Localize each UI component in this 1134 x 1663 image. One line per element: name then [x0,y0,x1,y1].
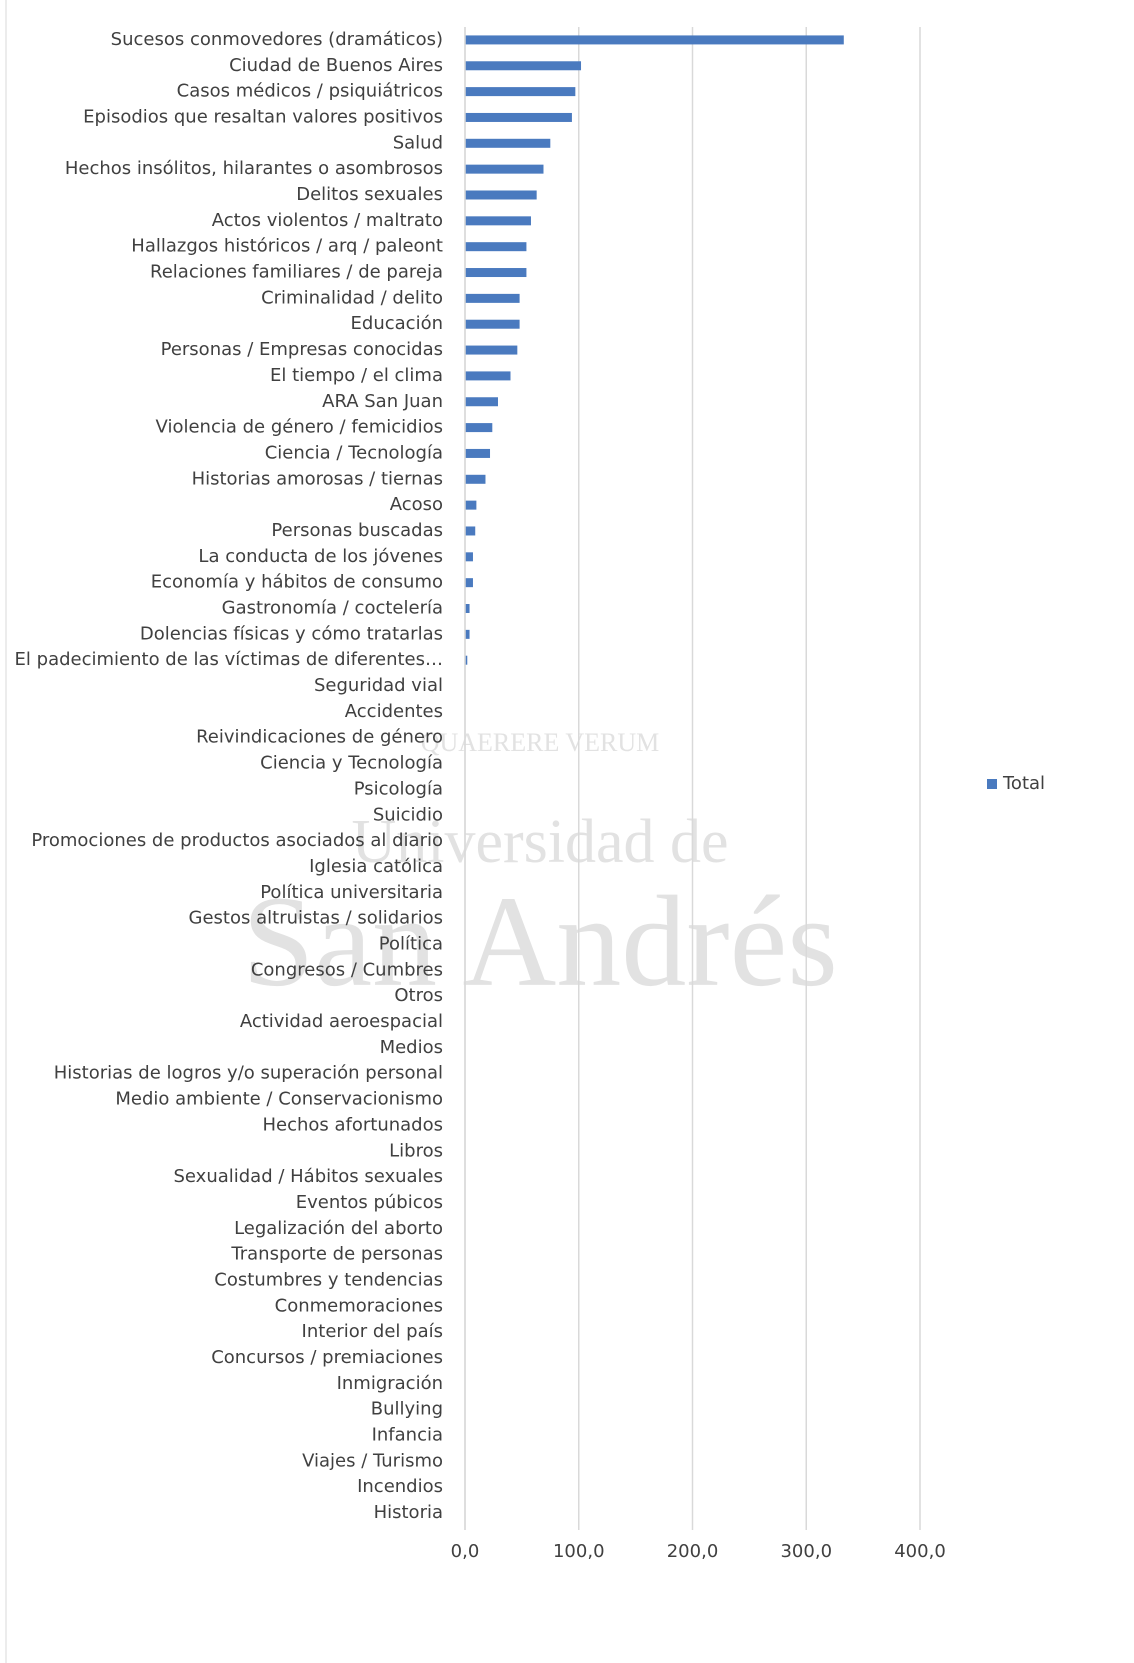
bar [465,164,544,174]
bar [465,371,511,381]
y-tick-label: Ciencia / Tecnología [265,442,443,463]
y-tick-label: Costumbres y tendencias [214,1269,443,1290]
y-tick-label: Historia [374,1502,443,1523]
y-tick-label: Interior del país [302,1321,443,1342]
x-tick-label: 200,0 [667,1541,719,1562]
watermark-line1: Universidad de [351,808,728,876]
bar [465,242,527,252]
legend-label: Total [1002,773,1045,794]
y-tick-label: Psicología [354,778,443,799]
y-tick-label: Relaciones familiares / de pareja [150,262,443,283]
bar [465,190,537,200]
y-tick-label: Infancia [372,1425,443,1446]
legend-swatch [987,779,997,789]
bar [465,345,518,355]
x-tick-label: 100,0 [553,1541,605,1562]
y-tick-label: ARA San Juan [322,391,443,412]
x-tick-label: 0,0 [451,1541,480,1562]
y-tick-label: Medios [380,1037,443,1058]
y-tick-label: Concursos / premiaciones [211,1347,443,1368]
y-tick-label: Viajes / Turismo [302,1450,443,1471]
bar [465,474,486,484]
y-tick-label: Reivindicaciones de género [196,727,443,748]
bar [465,112,572,122]
y-tick-label: Actividad aeroespacial [240,1011,443,1032]
y-tick-label: Bullying [371,1399,443,1420]
y-tick-label: La conducta de los jóvenes [198,546,443,567]
watermark-line2: San Andrés [242,870,838,1014]
y-tick-label: Seguridad vial [314,675,443,696]
watermark-motto: QUAERERE VERUM [421,728,660,757]
y-tick-label: Sexualidad / Hábitos sexuales [173,1166,443,1187]
y-tick-label: Otros [394,985,443,1006]
y-tick-label: Acoso [390,494,443,515]
bar [465,268,527,278]
y-tick-label: El padecimiento de las víctimas de difer… [15,649,443,670]
y-tick-label: Hechos afortunados [262,1114,443,1135]
bar [465,604,470,614]
y-tick-label: Iglesia católica [309,856,443,877]
bar [465,526,476,536]
bar [465,423,493,433]
y-tick-label: Promociones de productos asociados al di… [31,830,443,851]
bar [465,293,520,303]
y-tick-label: Delitos sexuales [296,184,443,205]
y-tick-label: Historias amorosas / tiernas [192,468,443,489]
y-tick-label: Hallazgos históricos / arq / paleont [131,236,443,257]
y-tick-label: Historias de logros y/o superación perso… [54,1063,443,1084]
y-tick-label: Casos médicos / psiquiátricos [177,81,443,102]
y-tick-label: Violencia de género / femicidios [156,417,443,438]
bar [465,629,470,639]
y-tick-label: Personas / Empresas conocidas [161,339,443,360]
y-tick-label: Legalización del aborto [234,1218,443,1239]
y-tick-label: Accidentes [345,701,443,722]
y-tick-label: Sucesos conmovedores (dramáticos) [111,29,443,50]
bar [465,448,491,458]
y-tick-label: Gastronomía / coctelería [222,598,443,619]
x-tick-label: 400,0 [894,1541,946,1562]
y-tick-label: Dolencias físicas y cómo tratarlas [140,623,443,644]
bar [465,578,473,588]
x-tick-label: 300,0 [780,1541,832,1562]
y-tick-label: Eventos púbicos [296,1192,443,1213]
y-tick-label: Congresos / Cumbres [251,959,443,980]
y-tick-label: Política [379,933,443,954]
y-tick-label: Personas buscadas [271,520,443,541]
y-tick-label: Episodios que resaltan valores positivos [83,106,443,127]
bar [465,216,531,226]
y-tick-label: Inmigración [337,1373,443,1394]
y-tick-label: Medio ambiente / Conservacionismo [115,1089,443,1110]
y-tick-label: Libros [389,1140,443,1161]
y-tick-label: Incendios [357,1476,443,1497]
y-tick-label: Actos violentos / maltrato [212,210,443,231]
y-tick-label: Conmemoraciones [275,1295,443,1316]
bar [465,552,473,562]
y-tick-label: Transporte de personas [230,1244,443,1265]
y-tick-label: Ciudad de Buenos Aires [229,55,443,76]
y-tick-label: Política universitaria [260,882,443,903]
bar [465,138,551,148]
y-tick-label: Ciencia y Tecnología [260,753,443,774]
bar [465,61,582,71]
y-tick-label: Suicidio [373,804,443,825]
bar [465,655,468,665]
y-tick-label: El tiempo / el clima [270,365,443,386]
y-tick-label: Gestos altruistas / solidarios [189,908,443,929]
y-tick-label: Salud [393,132,443,153]
y-tick-label: Educación [351,313,443,334]
y-tick-label: Criminalidad / delito [261,287,443,308]
bar [465,35,844,45]
y-tick-label: Economía y hábitos de consumo [151,572,443,593]
bar [465,319,520,329]
bar [465,397,498,407]
bar [465,500,477,510]
y-tick-label: Hechos insólitos, hilarantes o asombroso… [65,158,443,179]
bar [465,87,576,97]
